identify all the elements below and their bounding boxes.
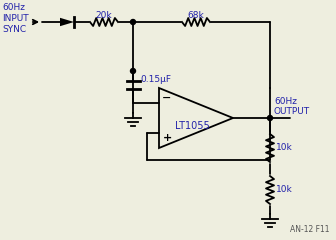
Text: 60Hz
OUTPUT: 60Hz OUTPUT bbox=[274, 96, 310, 116]
Circle shape bbox=[267, 115, 272, 120]
Text: −: − bbox=[162, 93, 172, 103]
Text: 20k: 20k bbox=[96, 11, 112, 20]
Text: 10k: 10k bbox=[276, 144, 293, 152]
Text: 10k: 10k bbox=[276, 186, 293, 194]
Text: 68k: 68k bbox=[187, 11, 204, 20]
Text: LT1055: LT1055 bbox=[175, 121, 209, 131]
Circle shape bbox=[130, 68, 135, 73]
Circle shape bbox=[130, 19, 135, 24]
Text: AN-12 F11: AN-12 F11 bbox=[291, 225, 330, 234]
Text: 60Hz
INPUT
SYNC: 60Hz INPUT SYNC bbox=[2, 3, 29, 34]
Polygon shape bbox=[60, 18, 74, 26]
Text: 0.15μF: 0.15μF bbox=[140, 74, 171, 84]
Text: +: + bbox=[162, 133, 172, 143]
